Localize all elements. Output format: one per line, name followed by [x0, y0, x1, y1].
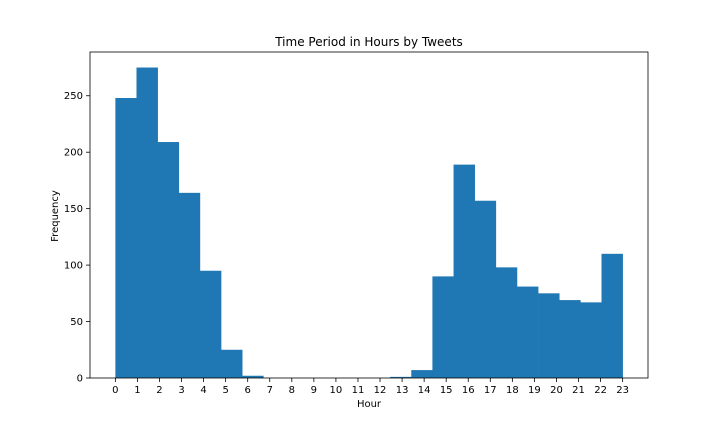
x-tick-label: 21 — [572, 385, 585, 396]
histogram-bar — [242, 375, 264, 378]
histogram-bar — [516, 286, 539, 378]
histogram-bar — [495, 267, 518, 378]
x-tick-label: 4 — [200, 385, 206, 396]
x-tick-label: 11 — [352, 385, 365, 396]
x-axis-ticks: 0 1 2 3 4 5 6 7 8 9 10 11 12 13 14 15 16 17 18 19 20 21 22 23 — [112, 378, 629, 396]
x-tick-label: 0 — [112, 385, 118, 396]
histogram-bar — [538, 293, 560, 378]
histogram-bar — [432, 276, 454, 378]
y-tick-label: 50 — [70, 317, 83, 328]
x-tick-label: 8 — [289, 385, 295, 396]
x-tick-label: 18 — [506, 385, 519, 396]
plot-area-frame — [89, 51, 649, 379]
x-tick-label: 14 — [418, 385, 431, 396]
histogram-bar — [559, 300, 581, 378]
histogram-bar — [136, 67, 158, 379]
x-tick-label: 9 — [311, 385, 317, 396]
x-tick-label: 3 — [178, 385, 184, 396]
x-tick-label: 23 — [616, 385, 629, 396]
y-tick-label: 100 — [64, 261, 83, 272]
histogram-bar — [411, 370, 433, 378]
x-axis-label: Hour — [357, 399, 382, 410]
x-tick-label: 15 — [440, 385, 453, 396]
x-tick-label: 2 — [156, 385, 162, 396]
histogram-bar — [199, 270, 222, 378]
x-tick-label: 17 — [484, 385, 497, 396]
histogram-bar — [115, 98, 137, 378]
x-tick-label: 16 — [462, 385, 475, 396]
x-tick-label: 19 — [528, 385, 541, 396]
x-tick-label: 6 — [245, 385, 251, 396]
x-tick-label: 5 — [222, 385, 228, 396]
histogram-bar — [157, 142, 180, 378]
y-tick-label: 250 — [64, 91, 83, 102]
x-tick-label: 1 — [134, 385, 140, 396]
histogram-bar — [390, 376, 412, 378]
x-tick-label: 10 — [330, 385, 343, 396]
y-tick-label: 150 — [64, 204, 83, 215]
x-tick-label: 12 — [374, 385, 387, 396]
x-tick-label: 22 — [594, 385, 607, 396]
histogram-bar — [474, 200, 497, 378]
histogram-bar — [221, 349, 243, 378]
histogram-bar — [601, 253, 623, 378]
histogram-bar — [453, 164, 475, 378]
x-tick-label: 20 — [550, 385, 563, 396]
histogram-bar — [580, 302, 602, 378]
y-axis-ticks: 0 50 100 150 200 250 — [64, 91, 90, 385]
bars-group — [115, 67, 623, 379]
y-tick-label: 0 — [77, 374, 83, 385]
chart-title: Time Period in Hours by Tweets — [274, 35, 463, 49]
y-tick-label: 200 — [64, 148, 83, 159]
x-tick-label: 13 — [396, 385, 409, 396]
y-axis-label: Frequency — [50, 190, 61, 242]
histogram-bar — [178, 192, 201, 378]
x-tick-label: 7 — [267, 385, 273, 396]
